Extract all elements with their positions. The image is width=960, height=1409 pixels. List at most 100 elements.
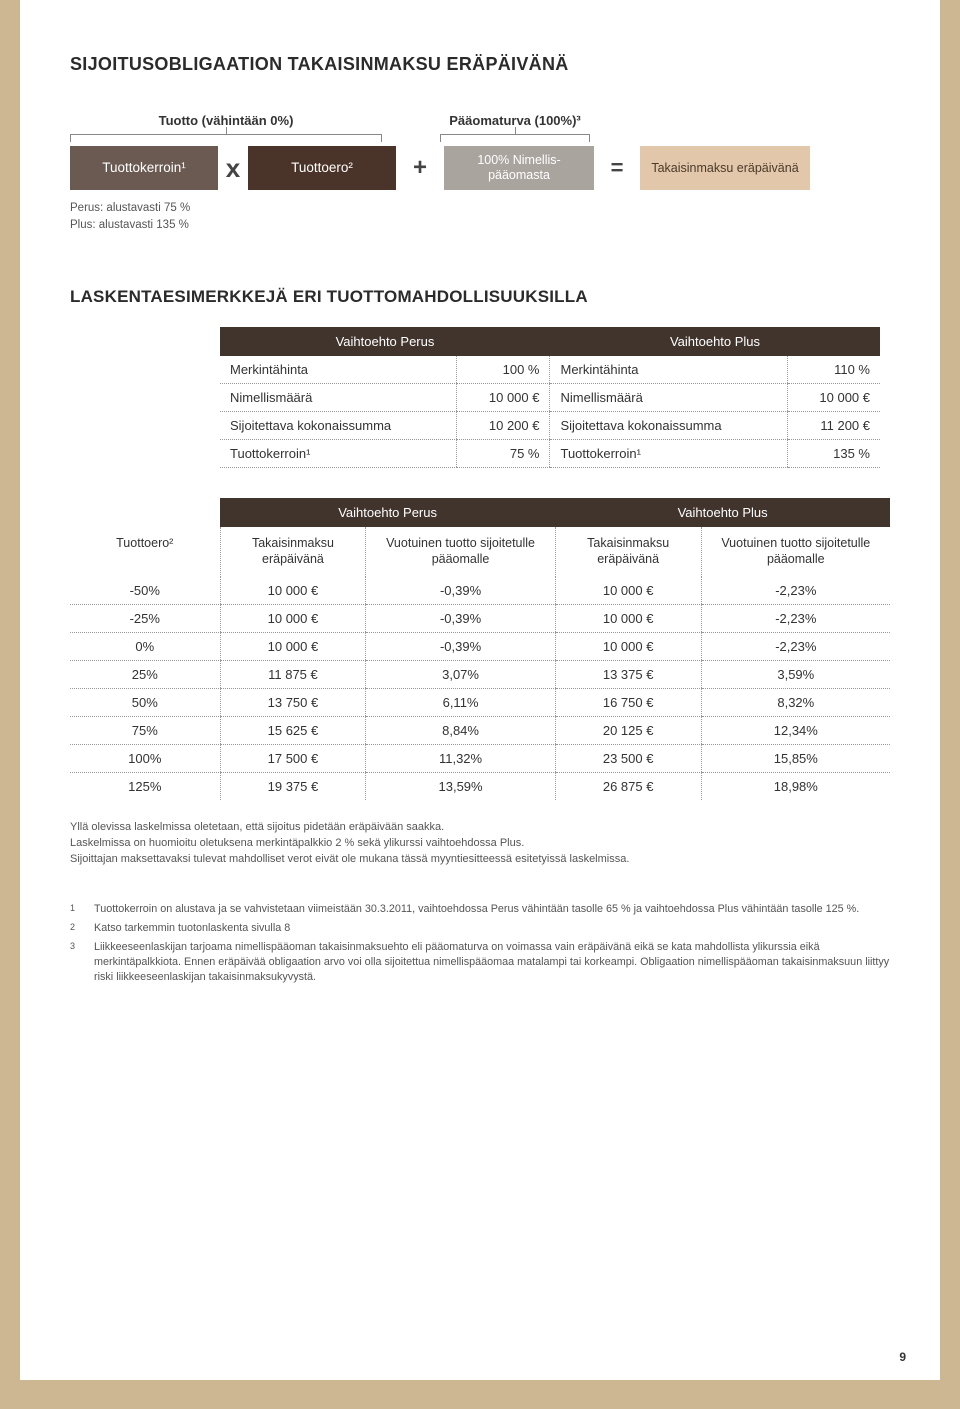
cell-vuotuinen-plus: 18,98% [701,773,890,801]
cell-takaisin-plus: 10 000 € [555,633,701,661]
th-blank [70,498,220,527]
cell-vuotuinen-perus: 11,32% [366,745,555,773]
table-vaihtoehdot: Vaihtoehto Perus Vaihtoehto Plus Merkint… [220,327,880,468]
th-perus: Vaihtoehto Perus [220,327,550,356]
cell-takaisin-plus: 16 750 € [555,689,701,717]
cell-label: Merkintähinta [220,356,457,384]
cell-vuotuinen-perus: 3,07% [366,661,555,689]
footnote-2: 2 Katso tarkemmin tuotonlaskenta sivulla… [70,921,890,936]
fn1-num: 1 [70,902,80,917]
fn2-text: Katso tarkemmin tuotonlaskenta sivulla 8 [94,921,290,936]
table-row: 50%13 750 €6,11%16 750 €8,32% [70,689,890,717]
table-row: 100%17 500 €11,32%23 500 €15,85% [70,745,890,773]
table-row: -50%10 000 €-0,39%10 000 €-2,23% [70,577,890,605]
cell-tuottoero: 50% [70,689,220,717]
cell-value: 135 % [787,439,880,467]
fn3-num: 3 [70,940,80,985]
notes-block: Yllä olevissa laskelmissa oletetaan, ett… [70,820,890,868]
formula-top-labels: Tuotto (vähintään 0%) Pääomaturva (100%)… [70,113,890,128]
cell-label: Sijoitettava kokonaissumma [220,411,457,439]
note-3: Sijoittajan maksettavaksi tulevat mahdol… [70,852,890,868]
cell-value: 100 % [457,356,550,384]
cell-takaisin-perus: 10 000 € [220,633,366,661]
bracket-row [70,134,890,142]
table-row: 25%11 875 €3,07%13 375 €3,59% [70,661,890,689]
formula-row: Tuottokerroin¹ x Tuottoero² + 100% Nimel… [70,146,890,190]
fn2-num: 2 [70,921,80,936]
sub-title: LASKENTAESIMERKKEJÄ ERI TUOTTOMAHDOLLISU… [70,287,890,307]
cell-takaisin-plus: 26 875 € [555,773,701,801]
cell-value: 10 000 € [457,383,550,411]
operator-equals: = [594,155,640,181]
th-plus: Vaihtoehto Plus [550,327,880,356]
cell-tuottoero: 125% [70,773,220,801]
operator-plus: + [396,154,444,182]
table-row: Merkintähinta100 %Merkintähinta110 % [220,356,880,384]
cell-label: Tuottokerroin¹ [220,439,457,467]
cell-vuotuinen-plus: 8,32% [701,689,890,717]
sub-tuottoero: Tuottoero² [70,527,220,578]
footnote-3: 3 Liikkeeseenlaskijan tarjoama nimellisp… [70,940,890,985]
cell-takaisin-perus: 15 625 € [220,717,366,745]
footnote-1: 1 Tuottokerroin on alustava ja se vahvis… [70,902,890,917]
sub-vuotuinen-perus: Vuotuinen tuotto sijoitetulle pääomalle [366,527,555,578]
cell-takaisin-plus: 20 125 € [555,717,701,745]
table2-subhead: Tuottoero² Takaisinmaksu eräpäivänä Vuot… [70,527,890,578]
sub-takaisin-plus: Takaisinmaksu eräpäivänä [555,527,701,578]
cell-tuottoero: 75% [70,717,220,745]
cell-value: 110 % [787,356,880,384]
table-row: -25%10 000 €-0,39%10 000 €-2,23% [70,605,890,633]
note-1: Yllä olevissa laskelmissa oletetaan, ett… [70,820,890,836]
cell-vuotuinen-plus: -2,23% [701,577,890,605]
sub-takaisin-perus: Takaisinmaksu eräpäivänä [220,527,366,578]
cell-tuottoero: -25% [70,605,220,633]
cell-vuotuinen-perus: 8,84% [366,717,555,745]
cell-vuotuinen-perus: 13,59% [366,773,555,801]
operator-x: x [218,153,248,184]
cell-vuotuinen-plus: 3,59% [701,661,890,689]
cell-vuotuinen-perus: 6,11% [366,689,555,717]
sub-vuotuinen-plus: Vuotuinen tuotto sijoitetulle pääomalle [701,527,890,578]
cell-vuotuinen-perus: -0,39% [366,605,555,633]
table-laskenta: Vaihtoehto Perus Vaihtoehto Plus Tuottoe… [70,498,890,801]
cell-vuotuinen-plus: 12,34% [701,717,890,745]
cell-label: Nimellismäärä [550,383,787,411]
note-perus: Perus: alustavasti 75 % [70,200,890,217]
cell-tuottoero: 0% [70,633,220,661]
cell-label: Merkintähinta [550,356,787,384]
cell-takaisin-plus: 23 500 € [555,745,701,773]
page-number: 9 [899,1350,906,1364]
formula-footnote: Perus: alustavasti 75 % Plus: alustavast… [70,200,890,235]
cell-label: Tuottokerroin¹ [550,439,787,467]
cell-takaisin-plus: 13 375 € [555,661,701,689]
table-row: 75%15 625 €8,84%20 125 €12,34% [70,717,890,745]
cell-vuotuinen-plus: 15,85% [701,745,890,773]
fn3-text: Liikkeeseenlaskijan tarjoama nimellispää… [94,940,890,985]
cell-tuottoero: -50% [70,577,220,605]
cell-takaisin-perus: 17 500 € [220,745,366,773]
bracket-paaoma [440,134,590,142]
cell-value: 10 000 € [787,383,880,411]
cell-value: 10 200 € [457,411,550,439]
cell-takaisin-plus: 10 000 € [555,605,701,633]
table-row: Nimellismäärä10 000 €Nimellismäärä10 000… [220,383,880,411]
box-tuottokerroin: Tuottokerroin¹ [70,146,218,190]
cell-value: 75 % [457,439,550,467]
bracket-tuotto [70,134,382,142]
cell-tuottoero: 100% [70,745,220,773]
footnotes-block: 1 Tuottokerroin on alustava ja se vahvis… [70,902,890,986]
note-2: Laskelmissa on huomioitu oletuksena merk… [70,836,890,852]
cell-vuotuinen-perus: -0,39% [366,577,555,605]
cell-takaisin-perus: 10 000 € [220,577,366,605]
cell-takaisin-perus: 10 000 € [220,605,366,633]
table-row: Sijoitettava kokonaissumma10 200 €Sijoit… [220,411,880,439]
label-tuotto: Tuotto (vähintään 0%) [70,113,382,128]
table-row: Tuottokerroin¹75 %Tuottokerroin¹135 % [220,439,880,467]
cell-vuotuinen-plus: -2,23% [701,605,890,633]
cell-label: Nimellismäärä [220,383,457,411]
cell-takaisin-perus: 11 875 € [220,661,366,689]
cell-vuotuinen-perus: -0,39% [366,633,555,661]
label-paaoma: Pääomaturva (100%)³ [440,113,590,128]
table-row: 125%19 375 €13,59%26 875 €18,98% [70,773,890,801]
cell-tuottoero: 25% [70,661,220,689]
